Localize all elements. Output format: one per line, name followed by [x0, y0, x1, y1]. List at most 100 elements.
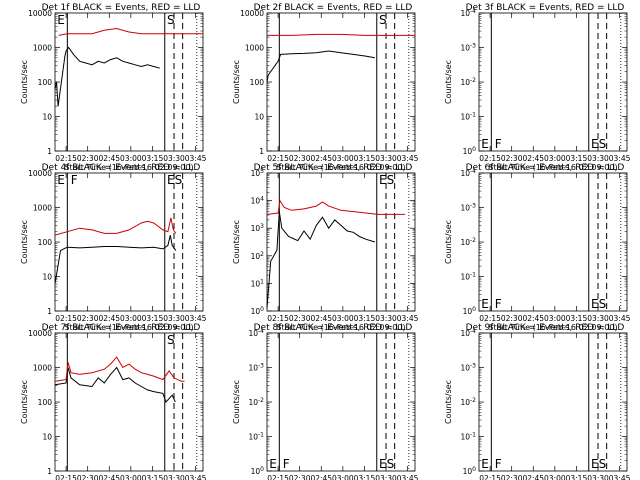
chart-title: Det 5f BLACK = Events, RED = LLD: [254, 163, 413, 173]
x-tick-label: 03:00: [332, 314, 354, 323]
y-tick-label: 10-2: [460, 237, 476, 247]
series-events: [54, 46, 160, 107]
flag-label: E: [481, 297, 489, 311]
x-tick-label: 03:30: [163, 154, 185, 163]
chart-det8: Det 8f BLACK = Events, RED = LLD 100 10-1 1…: [232, 323, 419, 480]
y-tick-label: 101: [251, 278, 265, 288]
y-tick-label: 10-3: [460, 363, 476, 373]
series-lld: [54, 356, 185, 382]
x-tick-label: 03:15: [142, 314, 164, 323]
x-tick-label: 02:30: [289, 154, 311, 163]
flag-label: E: [57, 13, 65, 27]
y-tick-label: 1: [47, 307, 52, 316]
x-tick-label: 03:45: [609, 154, 631, 163]
x-axis-label: Start Time (16-Feb-16 02:09:00): [276, 163, 405, 172]
y-axis-label: Counts/sec: [232, 380, 241, 424]
x-tick-label: 03:15: [142, 154, 164, 163]
y-tick-label: 10-3: [248, 363, 264, 373]
y-axis-label: Counts/sec: [232, 220, 241, 264]
flag-label: S: [167, 333, 175, 347]
x-axis-label: Start Time (16-Feb-16 02:09:00): [488, 163, 617, 172]
chart-det5: Det 5f BLACK = Events, RED = LLD 100 101 10…: [232, 163, 419, 332]
series-lld: [54, 217, 177, 236]
x-tick-label: 03:30: [163, 474, 185, 480]
flag-label: E: [481, 457, 489, 471]
chart-det1: Det 1f BLACK = Events, RED = LLD 1 10 100 10…: [20, 3, 207, 172]
flag-label: F: [495, 297, 502, 311]
x-axis-label: Start Time (16-Feb-16 02:09:00): [488, 323, 617, 332]
x-tick-label: 02:15: [55, 154, 77, 163]
x-tick-label: 03:00: [544, 154, 566, 163]
y-tick-label: 10: [42, 273, 52, 282]
series-lld: [266, 199, 406, 215]
x-tick-label: 02:30: [77, 314, 99, 323]
x-axis-label: Start Time (16-Feb-16 02:09:00): [276, 323, 405, 332]
y-axis-label: Counts/sec: [20, 380, 29, 424]
y-tick-label: 1000: [33, 204, 52, 213]
x-tick-label: 02:45: [310, 314, 332, 323]
chart-title: Det 8f BLACK = Events, RED = LLD: [254, 323, 413, 333]
y-tick-label: 10: [42, 113, 52, 122]
y-tick-label: 100: [251, 466, 265, 476]
x-tick-label: 03:00: [120, 474, 142, 480]
y-tick-label: 1000: [245, 44, 264, 53]
x-tick-label: 03:00: [120, 314, 142, 323]
x-tick-label: 03:15: [142, 474, 164, 480]
x-tick-label: 02:45: [98, 154, 120, 163]
x-tick-label: 03:15: [354, 474, 376, 480]
chart-title: Det 9f BLACK = Events, RED = LLD: [466, 323, 625, 333]
y-tick-label: 10-4: [460, 168, 476, 178]
x-tick-label: 02:15: [267, 154, 289, 163]
flag-label: E: [481, 137, 489, 151]
flag-label: ES: [591, 137, 606, 151]
plot-frame: [478, 172, 628, 312]
series-lld: [58, 27, 203, 36]
y-tick-label: 1: [259, 147, 264, 156]
y-tick-label: 10000: [240, 9, 264, 18]
chart-det7: Det 7f BLACK = Events, RED = LLD 1 10 100 10…: [20, 323, 207, 480]
y-tick-label: 100: [38, 398, 53, 407]
y-tick-label: 103: [251, 223, 265, 233]
y-tick-label: 10-1: [460, 272, 476, 282]
y-axis-label: Counts/sec: [20, 220, 29, 264]
chart-det2: Det 2f BLACK = Events, RED = LLD 1 10 100 10…: [232, 3, 419, 172]
x-tick-label: 02:15: [55, 314, 77, 323]
chart-det6: Det 6f BLACK = Events, RED = LLD 100 10-1 1…: [444, 163, 631, 332]
y-tick-label: 1000: [33, 364, 52, 373]
y-tick-label: 10000: [28, 329, 52, 338]
x-tick-label: 02:30: [501, 314, 523, 323]
series-events: [266, 211, 376, 309]
x-tick-label: 03:45: [185, 474, 207, 480]
x-tick-label: 03:15: [566, 314, 588, 323]
y-tick-label: 100: [463, 306, 477, 316]
x-tick-label: 02:15: [479, 474, 501, 480]
y-tick-label: 104: [251, 196, 265, 206]
flag-label: S: [167, 13, 175, 27]
x-tick-label: 03:45: [397, 474, 419, 480]
x-tick-label: 03:30: [163, 314, 185, 323]
x-tick-label: 03:15: [566, 154, 588, 163]
series-lld: [267, 33, 415, 36]
x-tick-label: 03:45: [609, 474, 631, 480]
y-tick-label: 10-3: [460, 43, 476, 53]
y-tick-label: 10: [42, 433, 52, 442]
x-tick-label: 03:45: [609, 314, 631, 323]
y-axis-label: Counts/sec: [444, 60, 453, 104]
flag-label: ES: [591, 297, 606, 311]
chart-title: Det 7f BLACK = Events, RED = LLD: [42, 323, 201, 333]
x-tick-label: 03:30: [587, 314, 609, 323]
x-tick-label: 02:45: [522, 474, 544, 480]
x-tick-label: 02:45: [522, 314, 544, 323]
x-tick-label: 03:15: [354, 154, 376, 163]
x-tick-label: 03:00: [544, 314, 566, 323]
y-tick-label: 10-1: [248, 432, 264, 442]
chart-title: Det 4f BLACK = Events, RED = LLD: [42, 163, 201, 173]
x-tick-label: 03:45: [397, 314, 419, 323]
x-tick-label: 02:30: [77, 474, 99, 480]
x-tick-label: 03:30: [375, 314, 397, 323]
x-tick-label: 02:15: [55, 474, 77, 480]
x-tick-label: 02:45: [522, 154, 544, 163]
y-tick-label: 100: [38, 238, 53, 247]
x-tick-label: 02:45: [310, 154, 332, 163]
